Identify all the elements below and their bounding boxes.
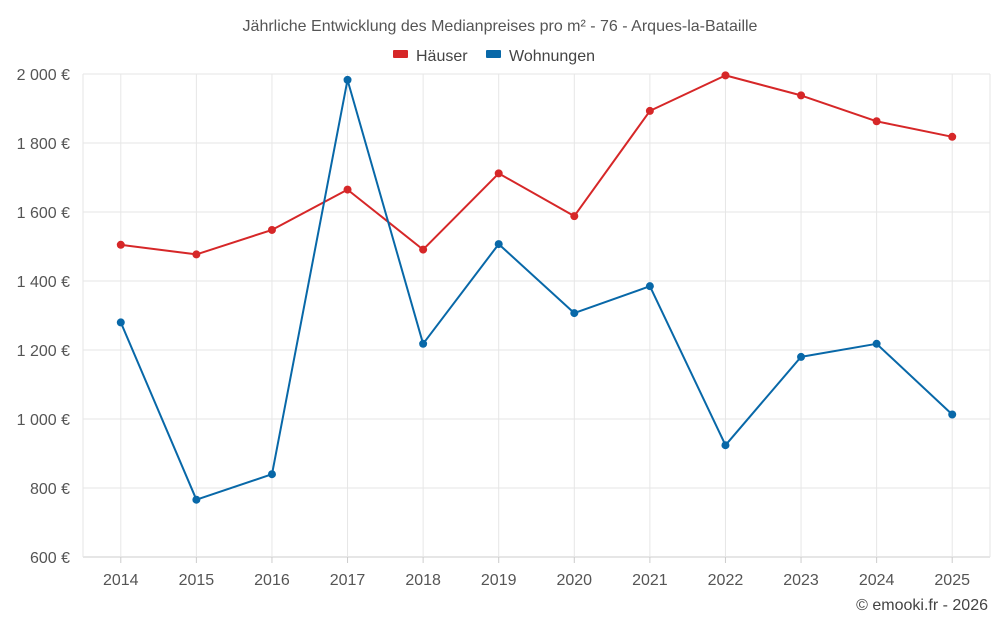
legend-swatch-haeuser	[393, 50, 408, 58]
series-wohnungen	[116, 75, 957, 504]
series-haeuser	[116, 71, 957, 259]
data-point[interactable]	[116, 318, 125, 327]
x-tick-label: 2016	[254, 572, 290, 589]
x-tick-label: 2018	[405, 572, 441, 589]
data-point[interactable]	[570, 309, 579, 318]
chart-title: Jährliche Entwicklung des Medianpreises …	[243, 18, 758, 35]
x-tick-label: 2022	[708, 572, 744, 589]
data-point[interactable]	[721, 71, 730, 80]
series-line	[120, 74, 953, 256]
data-point[interactable]	[494, 169, 503, 178]
data-point[interactable]	[872, 339, 881, 348]
data-point[interactable]	[948, 132, 957, 141]
series-line	[119, 78, 953, 501]
x-tick-label: 2024	[859, 572, 895, 589]
x-tick-label: 2023	[783, 572, 819, 589]
y-tick-label: 600 €	[30, 550, 70, 567]
data-point[interactable]	[797, 91, 806, 100]
x-tick-label: 2021	[632, 572, 668, 589]
data-point[interactable]	[872, 117, 881, 126]
data-point[interactable]	[570, 212, 579, 221]
legend: Häuser Wohnungen	[393, 48, 595, 65]
data-point[interactable]	[116, 240, 125, 249]
y-axis-labels: 600 € 800 € 1 000 € 1 200 € 1 400 € 1 600 € 1 …	[17, 67, 70, 567]
y-tick-label: 1 600 €	[17, 205, 70, 222]
y-tick-label: 1 200 €	[17, 343, 70, 360]
data-point[interactable]	[419, 339, 428, 348]
y-tick-label: 800 €	[30, 481, 70, 498]
data-point[interactable]	[267, 470, 276, 479]
credit-text: © emooki.fr - 2026	[856, 597, 988, 614]
x-tick-label: 2019	[481, 572, 517, 589]
data-point[interactable]	[494, 240, 503, 249]
y-tick-label: 1 800 €	[17, 136, 70, 153]
data-point[interactable]	[645, 282, 654, 291]
data-point[interactable]	[948, 410, 957, 419]
y-tick-label: 2 000 €	[17, 67, 70, 84]
legend-label-wohnungen[interactable]: Wohnungen	[509, 48, 595, 65]
data-point[interactable]	[645, 106, 654, 115]
data-point[interactable]	[192, 495, 201, 504]
legend-label-haeuser[interactable]: Häuser	[416, 48, 468, 65]
y-tick-label: 1 400 €	[17, 274, 70, 291]
data-point[interactable]	[797, 352, 806, 361]
x-axis-labels: 2014 2015 2016 2017 2018 2019 2020 2021 2022 2023…	[103, 557, 970, 589]
x-tick-label: 2025	[934, 572, 970, 589]
series	[116, 71, 957, 504]
x-tick-label: 2015	[179, 572, 215, 589]
x-tick-label: 2020	[556, 572, 592, 589]
data-point[interactable]	[192, 250, 201, 259]
data-point[interactable]	[721, 441, 730, 450]
legend-swatch-wohnungen	[486, 50, 501, 58]
y-tick-label: 1 000 €	[17, 412, 70, 429]
data-point[interactable]	[343, 75, 352, 84]
x-tick-label: 2014	[103, 572, 139, 589]
data-point[interactable]	[419, 245, 428, 254]
data-point[interactable]	[267, 225, 276, 234]
grid	[82, 73, 991, 558]
data-point[interactable]	[343, 185, 352, 194]
x-tick-label: 2017	[330, 572, 366, 589]
